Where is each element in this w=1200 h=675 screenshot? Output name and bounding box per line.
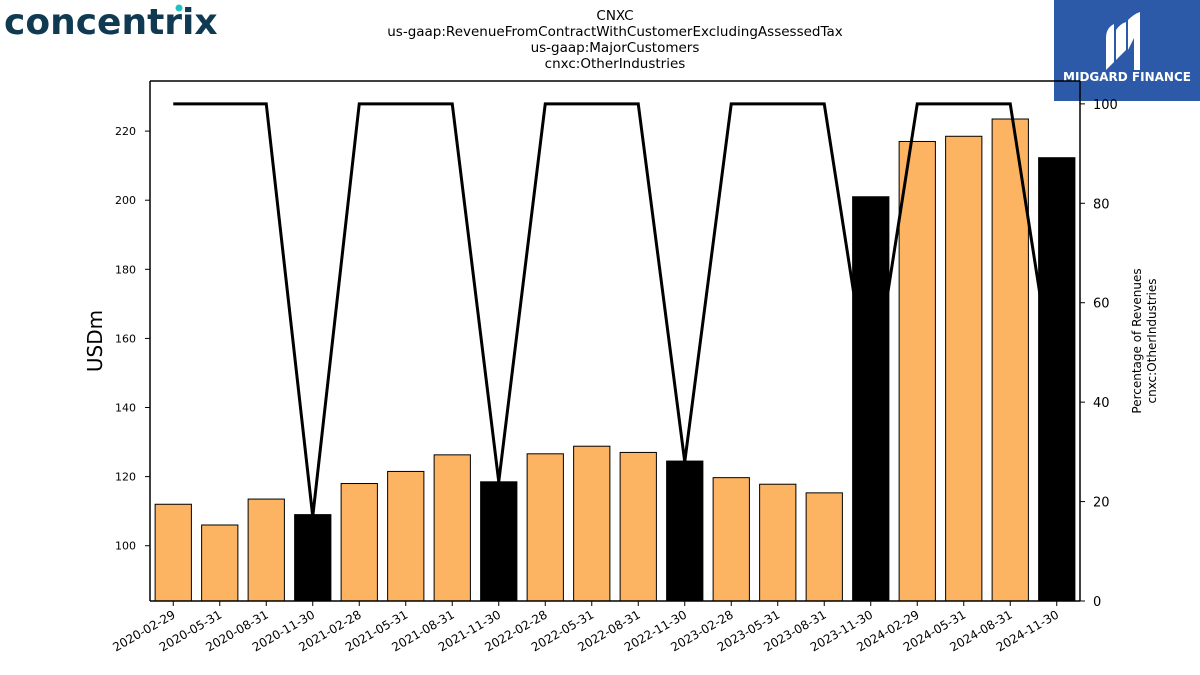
y2-axis-label: Percentage of Revenues: [1130, 268, 1144, 413]
bar: [340, 483, 378, 602]
y2-tick-label: 20: [1093, 496, 1110, 511]
bar: [666, 460, 704, 602]
y-tick-label: 220: [115, 125, 136, 138]
bar: [759, 483, 797, 602]
bar: [712, 477, 750, 602]
y2-tick-label: 100: [1093, 98, 1118, 113]
axis-labels: USDm Percentage of Revenues cnxc:OtherIndu…: [83, 268, 1159, 413]
y-axis-label: USDm: [83, 310, 107, 372]
bar: [1038, 157, 1076, 602]
bar: [526, 453, 564, 602]
bar: [898, 140, 936, 602]
bar: [201, 524, 239, 602]
bar: [387, 470, 425, 602]
bar: [573, 445, 611, 602]
chart-title-line: us-gaap:MajorCustomers: [531, 40, 700, 56]
y-tick-label: 160: [115, 332, 136, 345]
y2-tick-label: 40: [1093, 396, 1110, 411]
chart-title-line: cnxc:OtherIndustries: [545, 56, 686, 72]
bar: [991, 118, 1029, 602]
midgard-finance-logo: MIDGARD FINANCE: [1054, 0, 1200, 101]
y-tick-label: 180: [115, 263, 136, 276]
y-tick-label: 200: [115, 194, 136, 207]
y2-axis-ticks: 0 20 40 60 80 100: [1080, 98, 1118, 610]
bar: [480, 481, 518, 602]
midgard-finance-logo-text: MIDGARD FINANCE: [1063, 70, 1191, 84]
concentrix-logo-dot-icon: [175, 4, 183, 12]
x-axis-ticks: 2020-02-292020-05-312020-08-312020-11-30…: [110, 601, 1061, 654]
bar: [154, 503, 192, 602]
chart-title: CNXCus-gaap:RevenueFromContractWithCusto…: [387, 8, 843, 72]
y2-axis-label: cnxc:OtherIndustries: [1145, 278, 1159, 403]
chart-title-line: us-gaap:RevenueFromContractWithCustomerE…: [387, 24, 843, 40]
y2-tick-label: 80: [1093, 197, 1110, 212]
bars: [154, 118, 1076, 602]
bar: [433, 454, 471, 602]
y-tick-label: 100: [115, 540, 136, 553]
midgard-finance-logo-mark-icon: [1106, 12, 1140, 70]
concentrix-logo: concentrix: [4, 0, 224, 48]
y-tick-label: 120: [115, 471, 136, 484]
percentage-line: [173, 102, 1059, 517]
percentage-series-line: [173, 102, 1059, 517]
y-tick-label: 140: [115, 402, 136, 415]
bar: [294, 514, 332, 602]
y-axis-ticks: 100 120 140 160 180 200 220: [115, 125, 150, 553]
y2-tick-label: 60: [1093, 297, 1110, 312]
bar: [945, 135, 983, 602]
chart-title-line: CNXC: [596, 8, 633, 24]
bar: [247, 498, 285, 602]
y2-tick-label: 0: [1093, 595, 1101, 610]
bar: [619, 451, 657, 602]
bar: [805, 492, 843, 602]
axes: [149, 80, 1081, 602]
